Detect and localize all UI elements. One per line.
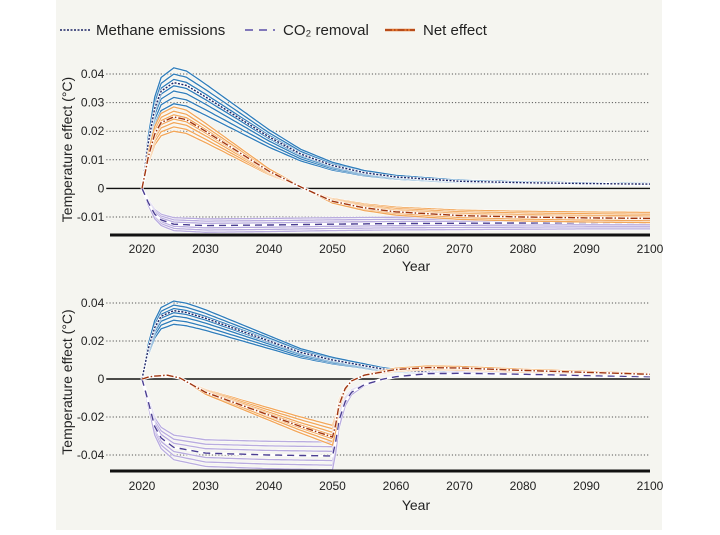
ensemble-line-co2 <box>141 188 650 233</box>
bottom-panel: 0.04 0.02 0 -0.02 -0.04 2020 2030 2040 2050 2060 2… <box>59 296 664 513</box>
x-axis-label: Year <box>402 497 431 513</box>
x-tick-label: 2090 <box>573 242 600 256</box>
x-tick-label: 2040 <box>256 479 283 493</box>
y-axis-label: Temperature effect (°C) <box>59 309 75 454</box>
y-tick-label: 0 <box>98 181 105 195</box>
legend-label-methane: Methane emissions <box>96 22 225 39</box>
legend-label-net: Net effect <box>423 22 488 39</box>
x-tick-label: 2060 <box>383 242 410 256</box>
ensemble-line-net <box>141 106 650 224</box>
x-tick-label: 2020 <box>129 242 156 256</box>
series-line-net <box>141 116 650 220</box>
ensemble-line-co2 <box>141 188 650 229</box>
x-tick-label: 2080 <box>510 479 537 493</box>
y-axis-label: Temperature effect (°C) <box>59 77 75 222</box>
x-tick-label: 2090 <box>573 479 600 493</box>
x-axis-label: Year <box>402 258 431 274</box>
y-tick-label: 0.01 <box>81 153 105 167</box>
x-tick-label: 2020 <box>129 479 156 493</box>
x-tick-label: 2100 <box>637 479 664 493</box>
x-tick-label: 2080 <box>510 242 537 256</box>
series-line-net <box>141 366 651 438</box>
ensemble-line-net <box>141 110 650 222</box>
legend-item-net: Net effect <box>385 22 488 39</box>
x-tick-label: 2070 <box>446 479 473 493</box>
y-tick-label: -0.04 <box>77 448 105 462</box>
y-tick-label: 0.04 <box>81 67 105 81</box>
x-tick-label: 2050 <box>319 479 346 493</box>
ensemble-line-net <box>141 130 650 214</box>
top-panel: 0.04 0.03 0.02 0.01 0 -0.01 2020 2030 2040 2050 20… <box>59 66 664 274</box>
ensemble-line-net <box>141 126 650 215</box>
x-tick-label: 2070 <box>446 242 473 256</box>
x-tick-label: 2030 <box>192 479 219 493</box>
y-tick-label: 0.02 <box>81 124 105 138</box>
y-tick-label: -0.01 <box>77 210 105 224</box>
legend-item-co2: CO₂ removal <box>245 22 369 39</box>
y-tick-label: -0.02 <box>77 410 105 424</box>
y-tick-label: 0 <box>98 372 105 386</box>
x-tick-label: 2100 <box>637 242 664 256</box>
y-tick-label: 0.04 <box>81 296 105 310</box>
y-tick-label: 0.03 <box>81 96 105 110</box>
x-tick-label: 2040 <box>256 242 283 256</box>
legend: Methane emissions CO₂ removal Net effect <box>60 22 488 39</box>
chart-background <box>56 0 662 530</box>
y-tick-label: 0.02 <box>81 334 105 348</box>
legend-label-co2: CO₂ removal <box>283 22 369 39</box>
ensemble-line-co2 <box>141 188 650 231</box>
series-line-co2 <box>141 372 650 457</box>
x-tick-label: 2050 <box>319 242 346 256</box>
x-tick-label: 2060 <box>383 479 410 493</box>
series-line-methane <box>141 81 650 189</box>
legend-item-methane: Methane emissions <box>60 22 225 39</box>
x-tick-label: 2030 <box>192 242 219 256</box>
